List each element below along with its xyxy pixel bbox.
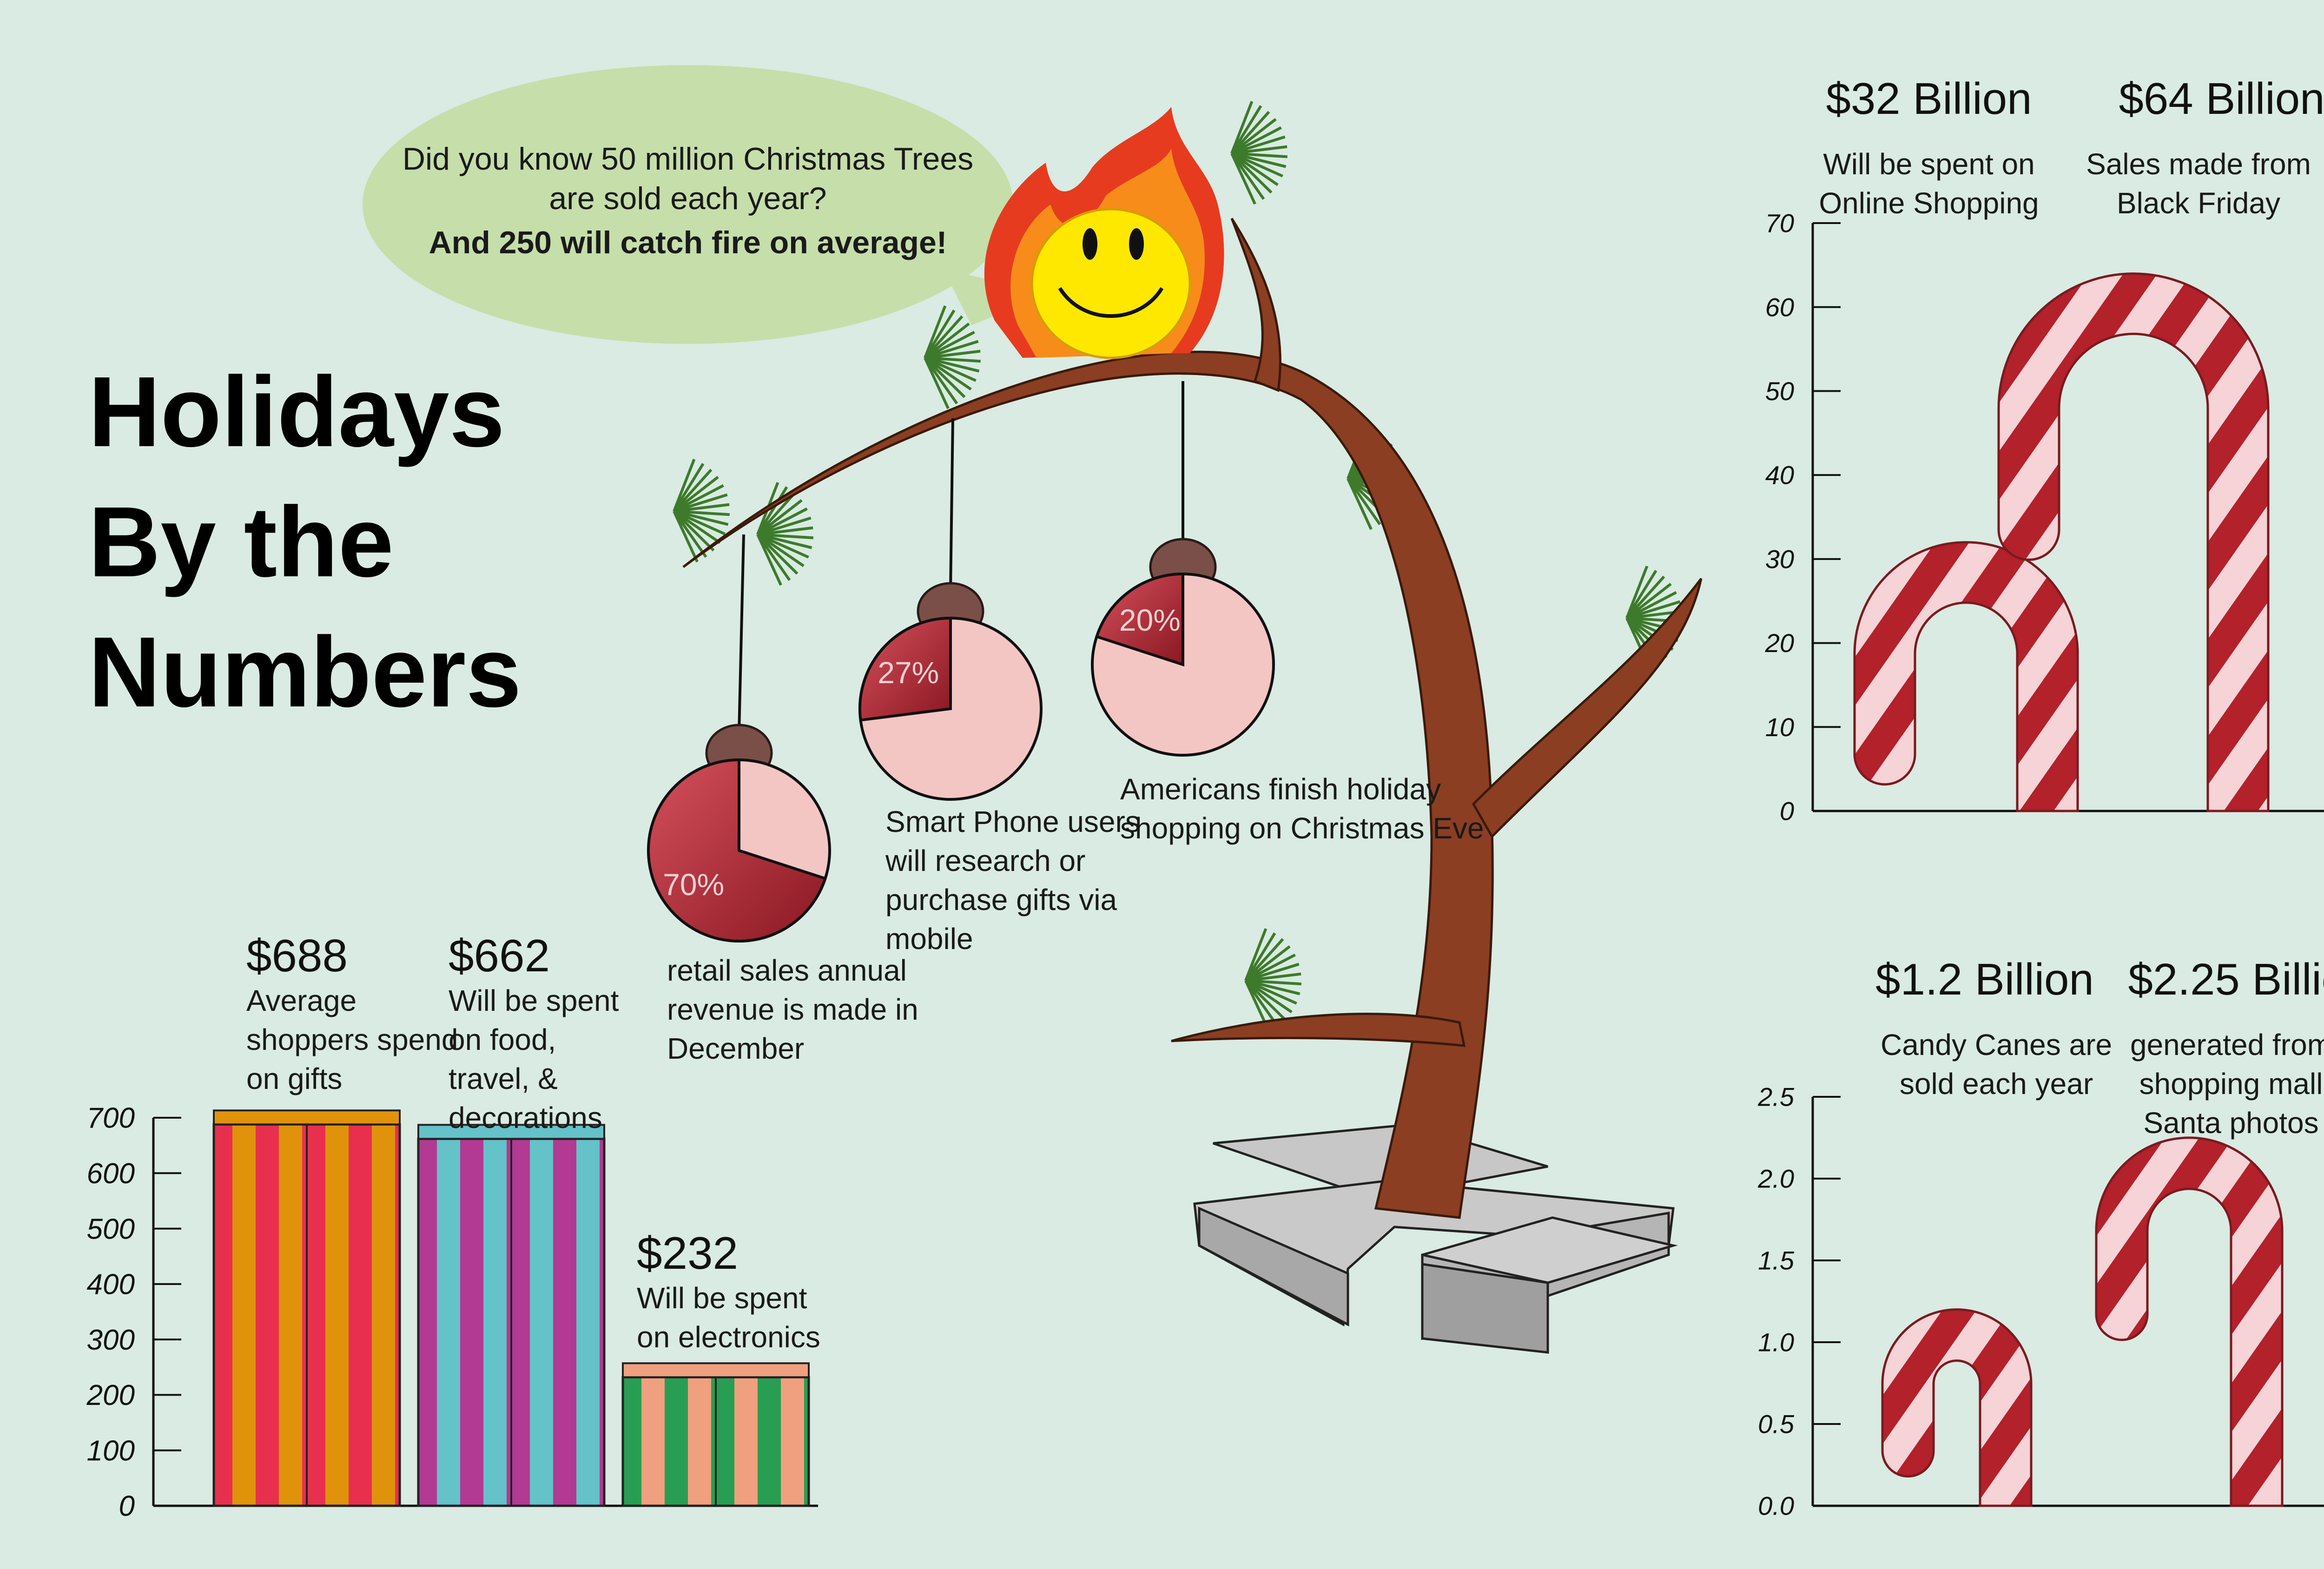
needle-tuft xyxy=(1244,928,1301,1032)
shopping-billions-chart: 0 10 20 30 40 50 60 70 $32 Billion Will be spent … xyxy=(1765,74,2324,826)
speech-bubble: Did you know 50 million Christmas Trees … xyxy=(363,65,1050,344)
ornament-caption-line: shopping on Christmas Eve xyxy=(1120,811,1484,845)
y-tick-label: 0.5 xyxy=(1758,1410,1795,1439)
cane-description-line: generated from xyxy=(2130,1028,2324,1061)
gift-box-bar-1 xyxy=(212,1109,401,1507)
pie-slice-value xyxy=(858,616,952,722)
y-tick-label: 30 xyxy=(1765,544,1794,574)
ornament-caption-line: Americans finish holiday xyxy=(1120,772,1441,806)
title-line-1: Holidays xyxy=(88,356,505,468)
ornaments: 70% retail sales annual revenue is made in… xyxy=(647,381,1484,1065)
ornament-caption-line: retail sales annual xyxy=(667,954,907,987)
y-tick-label: 1.5 xyxy=(1758,1246,1795,1275)
ornament-caption-line: December xyxy=(667,1032,804,1065)
ornament-1: 70% retail sales annual revenue is made in… xyxy=(647,534,918,1065)
y-tick-label: 0.0 xyxy=(1758,1491,1794,1521)
title-line-3: Numbers xyxy=(88,616,522,728)
y-tick-label: 10 xyxy=(1765,712,1794,742)
candy-cane-bar-2 xyxy=(2095,1136,2284,1507)
y-tick-label: 600 xyxy=(87,1158,135,1190)
cane-description-line: Black Friday xyxy=(2117,186,2280,220)
y-tick-label: 0 xyxy=(119,1490,135,1523)
gift-description-line: decorations xyxy=(449,1101,602,1134)
cane-description-line: Candy Canes are xyxy=(1881,1028,2112,1061)
charlie-brown-tree xyxy=(673,101,1703,1219)
ornament-string xyxy=(738,534,745,732)
y-tick-label: 2.0 xyxy=(1757,1164,1794,1193)
gift-description-line: on electronics xyxy=(637,1320,820,1354)
needle-tuft xyxy=(756,482,813,586)
needle-tuft xyxy=(924,305,981,409)
y-tick-label: 100 xyxy=(87,1435,135,1467)
candy-cane-bar-2 xyxy=(1997,272,2270,812)
y-tick-label: 60 xyxy=(1765,292,1794,322)
gift-value-label: $688 xyxy=(246,930,348,981)
pie-slice-value xyxy=(647,758,827,943)
candy-santa-billions-chart: 0.0 0.5 1.0 1.5 2.0 2.5 $1.2 Billion Candy Cane… xyxy=(1757,955,2324,1521)
cane-description-line: Santa photos xyxy=(2143,1106,2318,1140)
gift-description-line: travel, & xyxy=(449,1062,558,1095)
cane-description-line: Sales made from xyxy=(2086,147,2311,181)
ornament-caption-line: purchase gifts via xyxy=(885,883,1117,916)
y-tick-label: 400 xyxy=(87,1269,135,1301)
y-tick-label: 40 xyxy=(1765,461,1794,490)
pie-value-label: 20% xyxy=(1119,603,1181,637)
cane-value-label: $32 Billion xyxy=(1826,74,2032,124)
ornament-3: 20% Americans finish holiday shopping on C… xyxy=(1091,381,1484,845)
gift-value-label: $232 xyxy=(637,1227,738,1279)
ornament-caption-line: revenue is made in xyxy=(667,993,918,1026)
cane-value-label: $64 Billion xyxy=(2119,74,2324,124)
branch-top xyxy=(1230,218,1281,392)
needle-tuft xyxy=(1230,101,1287,205)
needle-tuft xyxy=(673,459,730,563)
candy-cane-bar-1 xyxy=(1881,1308,2033,1507)
cane-description-line: shopping mall xyxy=(2139,1067,2323,1101)
pie-value-label: 27% xyxy=(878,655,939,690)
flame-character xyxy=(984,107,1224,359)
gift-description-line: shoppers spend xyxy=(246,1023,458,1056)
cane-description-line: sold each year xyxy=(1900,1067,2093,1101)
cane-description-line: Online Shopping xyxy=(1819,186,2039,220)
y-tick-label: 0 xyxy=(1780,797,1794,826)
ornament-caption-line: Smart Phone users xyxy=(885,805,1140,838)
gift-box-bar-3 xyxy=(621,1362,810,1507)
branch-right xyxy=(1472,578,1703,839)
title-line-2: By the xyxy=(88,486,394,598)
gift-description-line: Will be spent xyxy=(449,984,619,1017)
branch-lower xyxy=(1171,1013,1466,1047)
speech-line-2: are sold each year? xyxy=(549,181,826,216)
ornament-2: 27% Smart Phone users will research or purc… xyxy=(858,418,1140,956)
y-tick-label: 700 xyxy=(87,1102,135,1134)
y-tick-label: 500 xyxy=(87,1213,135,1245)
y-tick-label: 50 xyxy=(1765,376,1794,406)
cane-description-line: Will be spent on xyxy=(1823,147,2034,181)
y-tick-label: 300 xyxy=(87,1324,135,1356)
gift-description-line: Will be spent xyxy=(637,1281,807,1315)
y-tick-label: 200 xyxy=(86,1379,135,1411)
cane-value-label: $2.25 Billion xyxy=(2128,955,2324,1004)
gift-value-label: $662 xyxy=(449,930,550,981)
y-tick-label: 20 xyxy=(1765,628,1794,658)
pie-value-label: 70% xyxy=(663,867,724,902)
gift-description-line: on gifts xyxy=(246,1062,342,1095)
ornament-caption-line: mobile xyxy=(885,922,973,956)
ornament-string xyxy=(949,418,954,591)
y-tick-label: 2.5 xyxy=(1757,1082,1795,1112)
gift-description-line: on food, xyxy=(449,1023,556,1056)
y-tick-label: 70 xyxy=(1765,209,1794,238)
y-tick-label: 1.0 xyxy=(1758,1328,1794,1357)
gift-description-line: Average xyxy=(246,984,357,1017)
speech-line-1: Did you know 50 million Christmas Trees xyxy=(403,141,973,177)
ornament-caption-line: will research or xyxy=(885,844,1085,877)
speech-line-3: And 250 will catch fire on average! xyxy=(429,225,947,260)
gift-box-bar-2 xyxy=(417,1124,606,1507)
pie-slice-value xyxy=(1095,572,1184,667)
main-title: Holidays By the Numbers xyxy=(88,356,522,728)
cane-value-label: $1.2 Billion xyxy=(1875,955,2094,1004)
